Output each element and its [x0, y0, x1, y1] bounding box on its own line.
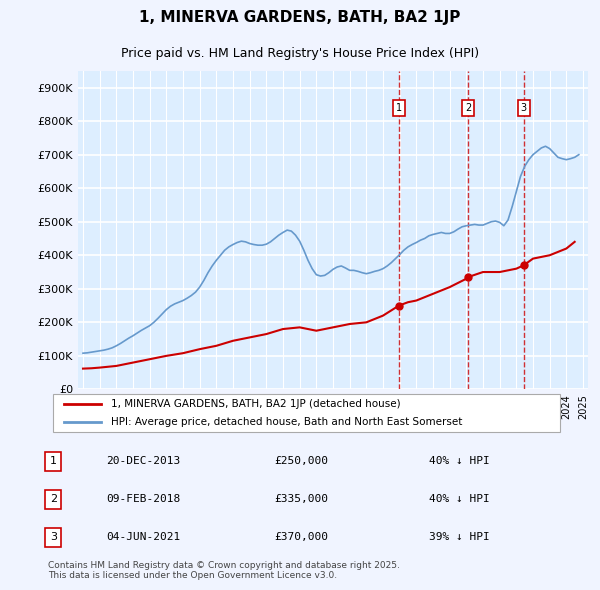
Text: 1: 1 — [50, 456, 57, 466]
Text: 3: 3 — [50, 533, 57, 542]
Text: 20-DEC-2013: 20-DEC-2013 — [106, 456, 180, 466]
Text: 39% ↓ HPI: 39% ↓ HPI — [430, 533, 490, 542]
Text: 1, MINERVA GARDENS, BATH, BA2 1JP (detached house): 1, MINERVA GARDENS, BATH, BA2 1JP (detac… — [112, 399, 401, 409]
Text: Price paid vs. HM Land Registry's House Price Index (HPI): Price paid vs. HM Land Registry's House … — [121, 47, 479, 60]
Text: Contains HM Land Registry data © Crown copyright and database right 2025.
This d: Contains HM Land Registry data © Crown c… — [48, 561, 400, 581]
Text: £370,000: £370,000 — [274, 533, 328, 542]
Text: 3: 3 — [521, 103, 527, 113]
Text: £335,000: £335,000 — [274, 494, 328, 504]
FancyBboxPatch shape — [53, 394, 560, 432]
Text: 09-FEB-2018: 09-FEB-2018 — [106, 494, 180, 504]
Text: £250,000: £250,000 — [274, 456, 328, 466]
Text: HPI: Average price, detached house, Bath and North East Somerset: HPI: Average price, detached house, Bath… — [112, 417, 463, 427]
Text: 2: 2 — [465, 103, 471, 113]
Text: 04-JUN-2021: 04-JUN-2021 — [106, 533, 180, 542]
Text: 40% ↓ HPI: 40% ↓ HPI — [430, 456, 490, 466]
Text: 1, MINERVA GARDENS, BATH, BA2 1JP: 1, MINERVA GARDENS, BATH, BA2 1JP — [139, 10, 461, 25]
Text: 40% ↓ HPI: 40% ↓ HPI — [430, 494, 490, 504]
Text: 1: 1 — [396, 103, 402, 113]
Text: 2: 2 — [50, 494, 57, 504]
